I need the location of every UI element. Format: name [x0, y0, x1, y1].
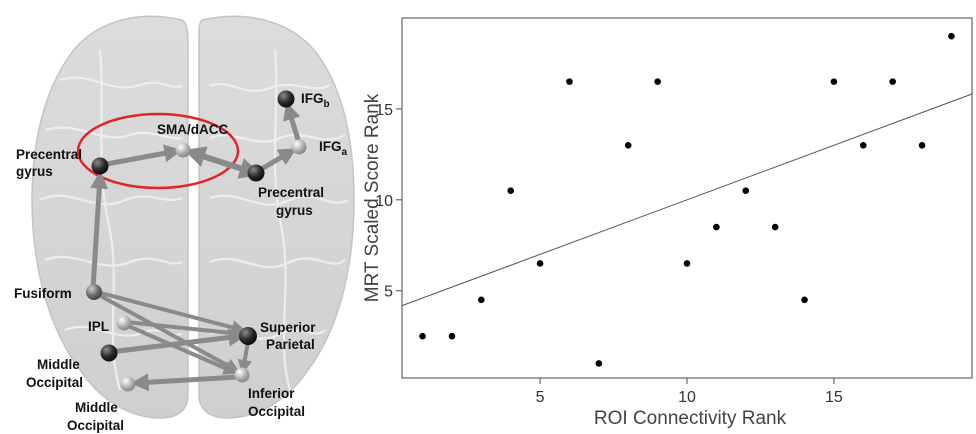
data-point-6 — [566, 78, 573, 85]
connection-edges — [90, 101, 302, 392]
node-ifg-b — [277, 90, 295, 108]
data-point-17 — [889, 78, 896, 85]
plot-frame — [401, 17, 973, 379]
data-point-15 — [830, 78, 838, 85]
node-precentral-right — [247, 164, 265, 182]
node-superior-parietal — [239, 327, 257, 345]
edge-ipl-to-inferior-occipital — [124, 323, 238, 375]
label-fusiform: Fusiform — [14, 286, 72, 301]
scatter-chart: 5 10 15 5 10 15 ROI Connectivity Rank MRT Sca… — [362, 17, 973, 429]
data-point-12 — [742, 187, 750, 195]
data-point-10 — [683, 260, 691, 267]
edge-ipl-to-superior-parietal — [124, 320, 246, 341]
label-middle-occipital-1: Middle Occipital — [26, 357, 83, 390]
brain-outline — [31, 15, 355, 419]
x-tick-label-2: 15 — [825, 389, 843, 406]
label-superior-parietal: Superior Parietal — [260, 320, 316, 352]
data-point-1 — [419, 332, 426, 340]
label-precentral-right: Precentral gyrus — [258, 185, 324, 218]
edge-inferior-occipital-to-middle-occipital — [130, 373, 241, 392]
x-tick-label-1: 10 — [678, 389, 696, 406]
y-tick-label-2: 15 — [375, 102, 393, 119]
label-ifg-a: IFGa — [319, 139, 348, 158]
node-inferior-occipital — [234, 367, 250, 383]
label-precentral-left: Precentral gyrus — [16, 147, 82, 179]
y-axis-label: MRT Scaled Score Rank — [362, 93, 383, 302]
x-tick-label-0: 5 — [536, 389, 545, 406]
label-sma: SMA/dACC — [157, 122, 228, 137]
label-inferior-occipital: Inferior Occipital — [248, 386, 305, 419]
axis-ticks: 5 10 15 5 10 15 — [375, 102, 843, 406]
data-point-11 — [713, 223, 720, 231]
data-point-18 — [918, 141, 926, 149]
data-point-7 — [595, 360, 603, 367]
y-tick-label-0: 5 — [384, 284, 393, 301]
region-nodes — [86, 90, 307, 392]
brain-network-panel: Precentral gyrus SMA/dACC Precentral gyrus… — [14, 15, 355, 433]
right-hemisphere — [198, 15, 355, 419]
label-ipl: IPL — [88, 319, 109, 334]
data-point-14 — [801, 296, 808, 304]
label-ifg-b: IFGb — [301, 91, 330, 110]
node-middle-occipital-1 — [100, 344, 118, 362]
x-axis-label: ROI Connectivity Rank — [594, 408, 787, 429]
data-point-8 — [624, 141, 632, 149]
edge-fusiform-to-superior-parietal — [95, 290, 247, 335]
node-middle-occipital-2 — [120, 376, 136, 392]
edge-precentral-left-to-sma — [98, 144, 183, 168]
data-point-19 — [948, 32, 955, 40]
left-hemisphere — [31, 15, 189, 419]
data-point-4 — [507, 187, 515, 195]
edge-ifga-to-ifgb — [283, 101, 302, 146]
data-point-13 — [771, 223, 779, 231]
node-fusiform — [86, 284, 102, 300]
y-tick-label-1: 10 — [375, 193, 393, 210]
data-point-16 — [859, 141, 867, 149]
data-point-3 — [478, 296, 485, 304]
edge-precentral-right-to-sma — [183, 146, 262, 179]
edge-fusiform-to-precentral-left — [90, 170, 109, 292]
edge-middle-occipital-to-superior-parietal — [107, 328, 247, 355]
edge-precentral-right-to-ifga — [255, 148, 297, 174]
edge-superior-parietal-to-inferior-occipital — [237, 340, 252, 375]
node-ifg-a — [291, 139, 307, 155]
node-precentral-left — [91, 157, 109, 175]
data-point-2 — [448, 332, 456, 340]
data-points — [419, 32, 955, 367]
region-labels: Precentral gyrus SMA/dACC Precentral gyrus… — [14, 91, 348, 433]
node-sma — [175, 142, 191, 158]
edge-fusiform-to-inferior-occipital — [95, 292, 240, 373]
data-point-9 — [654, 78, 661, 85]
regression-line — [401, 93, 973, 307]
data-point-5 — [536, 260, 544, 267]
label-middle-occipital-2: Middle Occipital — [67, 400, 124, 433]
node-ipl — [116, 315, 132, 331]
